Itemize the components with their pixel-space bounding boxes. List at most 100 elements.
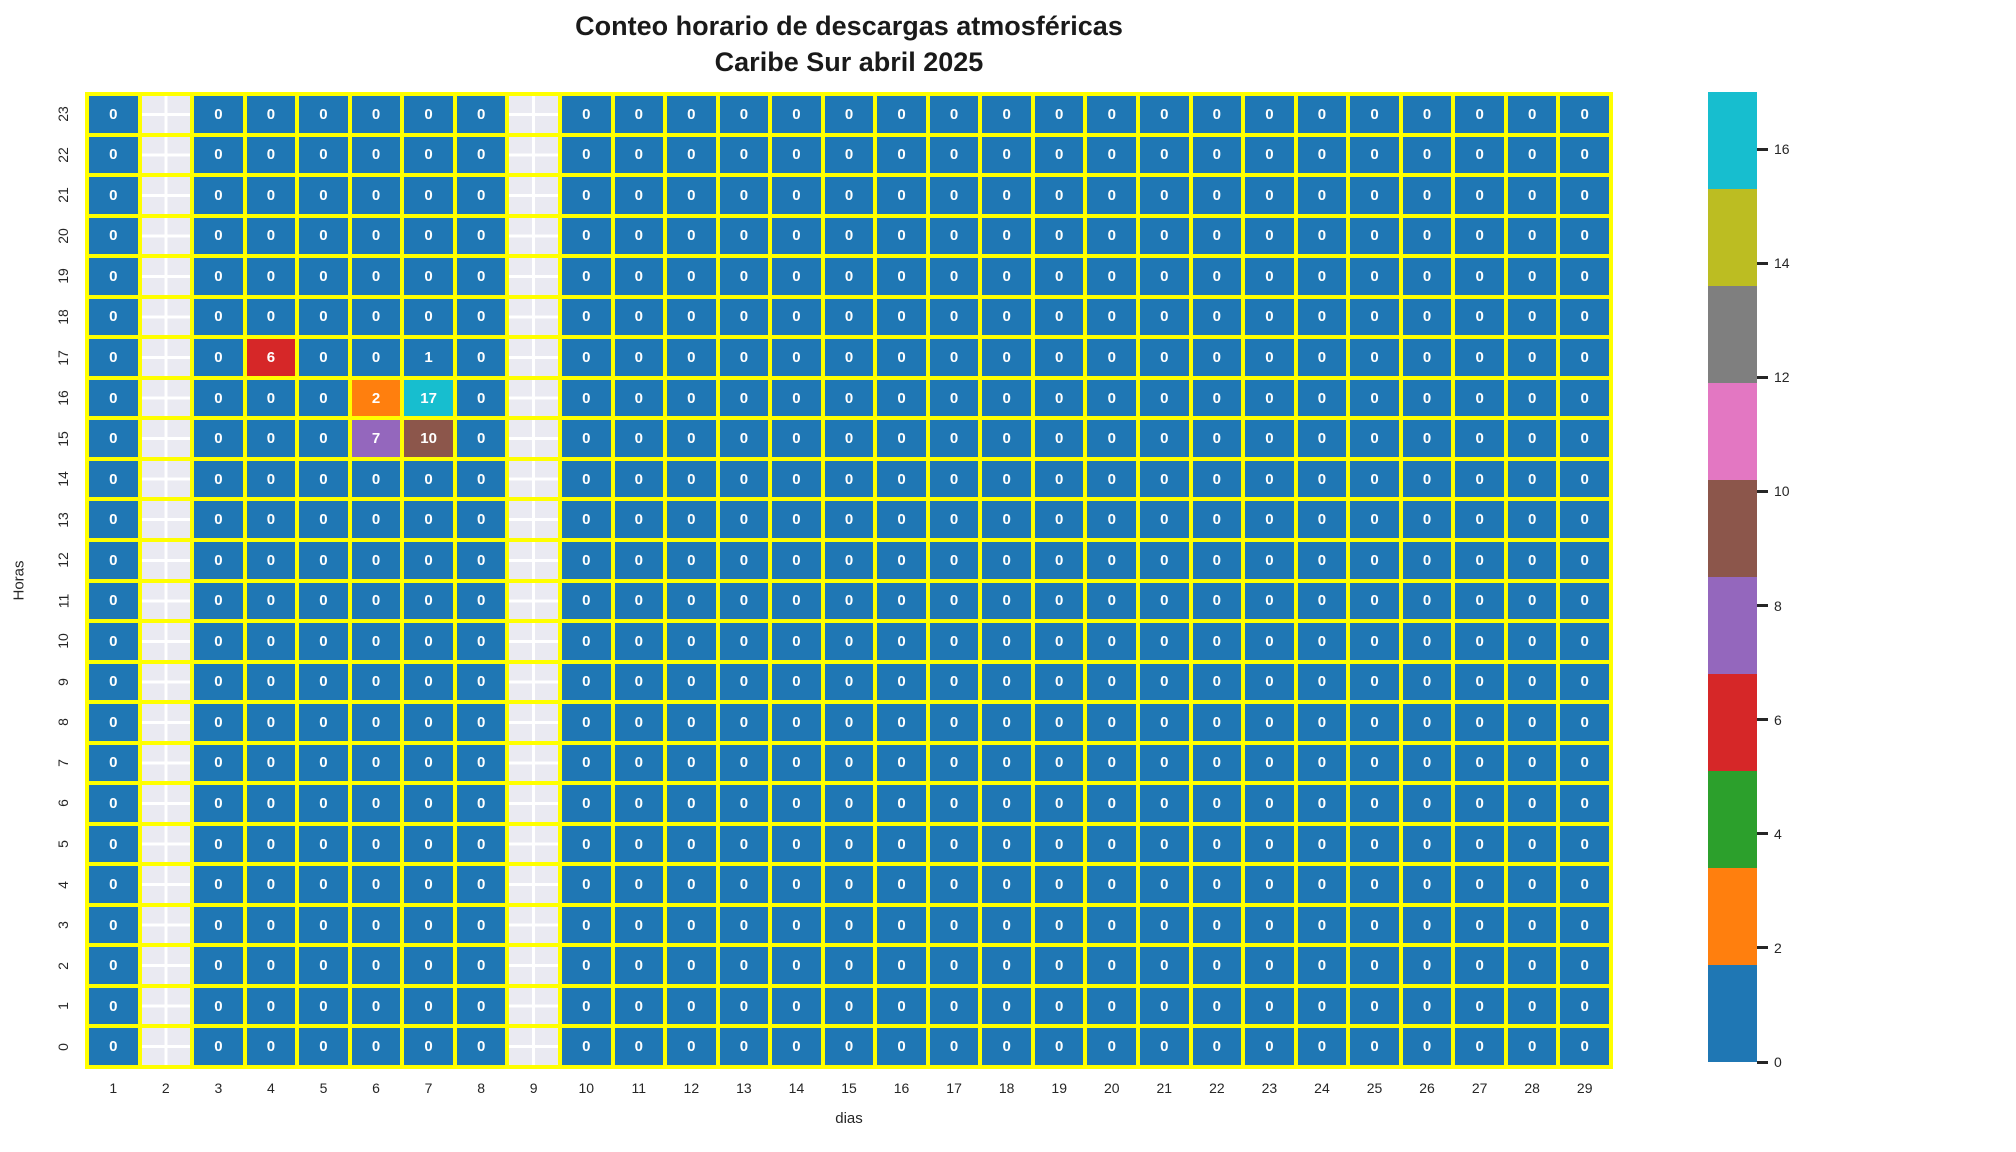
heatmap-cell: 0 bbox=[1034, 541, 1084, 579]
heatmap-cell: 0 bbox=[1507, 541, 1557, 579]
heatmap-cell-missing bbox=[509, 785, 558, 822]
x-tick-label: 17 bbox=[946, 1080, 962, 1096]
heatmap-cell: 0 bbox=[982, 623, 1031, 660]
heatmap-cell: 0 bbox=[1297, 177, 1347, 214]
heatmap-cell: 0 bbox=[456, 825, 506, 863]
heatmap-cell: 0 bbox=[982, 136, 1031, 174]
heatmap-cell: 0 bbox=[1507, 906, 1557, 944]
heatmap-cell: 0 bbox=[1350, 136, 1399, 174]
heatmap-cell: 0 bbox=[1455, 663, 1504, 701]
heatmap-cell: 0 bbox=[246, 866, 296, 903]
heatmap-cell: 0 bbox=[929, 987, 979, 1025]
heatmap-cell: 0 bbox=[1507, 379, 1557, 417]
heatmap-cell: 0 bbox=[351, 785, 401, 822]
heatmap-cell: 0 bbox=[1297, 582, 1347, 620]
heatmap-cell: 0 bbox=[1140, 623, 1189, 660]
heatmap-cell: 0 bbox=[614, 987, 664, 1025]
heatmap-cell: 0 bbox=[1350, 906, 1399, 944]
heatmap-cell: 0 bbox=[89, 866, 138, 903]
colorbar-tick-mark bbox=[1757, 147, 1768, 151]
heatmap-cell: 0 bbox=[89, 704, 138, 741]
heatmap-cell: 0 bbox=[1350, 582, 1399, 620]
heatmap-cell: 0 bbox=[89, 1028, 138, 1065]
heatmap-cell: 0 bbox=[351, 704, 401, 741]
x-tick-label: 1 bbox=[109, 1080, 118, 1096]
heatmap-cell: 0 bbox=[1402, 704, 1452, 741]
heatmap-cell: 0 bbox=[1034, 582, 1084, 620]
heatmap-cell: 0 bbox=[89, 785, 138, 822]
heatmap-cell: 0 bbox=[1245, 177, 1294, 214]
heatmap-cell-missing bbox=[509, 298, 558, 336]
heatmap-cell: 0 bbox=[929, 947, 979, 984]
heatmap-cell: 0 bbox=[246, 96, 296, 133]
heatmap-cell: 0 bbox=[299, 582, 348, 620]
heatmap-cell: 0 bbox=[1560, 663, 1609, 701]
colorbar-segment bbox=[1708, 965, 1757, 1062]
colorbar-segment bbox=[1708, 189, 1757, 286]
heatmap-cell: 0 bbox=[772, 744, 821, 782]
heatmap-cell: 0 bbox=[667, 663, 716, 701]
heatmap-cell: 0 bbox=[194, 623, 243, 660]
heatmap-cell: 0 bbox=[1245, 906, 1294, 944]
heatmap-cell: 0 bbox=[772, 1028, 821, 1065]
heatmap-cell: 0 bbox=[1192, 177, 1242, 214]
heatmap-cell: 0 bbox=[1034, 785, 1084, 822]
heatmap-cell: 0 bbox=[561, 785, 611, 822]
heatmap-cell: 0 bbox=[1140, 460, 1189, 498]
heatmap-cell: 0 bbox=[824, 704, 874, 741]
heatmap-cell: 0 bbox=[929, 704, 979, 741]
heatmap-cell: 0 bbox=[1560, 947, 1609, 984]
heatmap-cell: 0 bbox=[772, 298, 821, 336]
heatmap-cell: 0 bbox=[1245, 420, 1294, 457]
heatmap-cell: 0 bbox=[1192, 744, 1242, 782]
heatmap-cell: 0 bbox=[1245, 785, 1294, 822]
heatmap-cell: 0 bbox=[561, 825, 611, 863]
heatmap-cell-missing bbox=[509, 704, 558, 741]
colorbar-tick-label: 4 bbox=[1774, 825, 1782, 842]
heatmap-cell: 0 bbox=[1455, 217, 1504, 255]
heatmap-cell: 0 bbox=[1087, 623, 1137, 660]
heatmap-cell: 0 bbox=[877, 582, 926, 620]
heatmap-cell-missing bbox=[141, 298, 191, 336]
heatmap-cell: 0 bbox=[1350, 785, 1399, 822]
heatmap-cell: 0 bbox=[614, 136, 664, 174]
heatmap-cell: 0 bbox=[667, 298, 716, 336]
heatmap-cell: 0 bbox=[877, 866, 926, 903]
heatmap-cell: 0 bbox=[1507, 663, 1557, 701]
heatmap-cell: 0 bbox=[824, 420, 874, 457]
x-tick-label: 3 bbox=[214, 1080, 223, 1096]
heatmap-cell: 0 bbox=[772, 379, 821, 417]
heatmap-cell: 0 bbox=[351, 582, 401, 620]
heatmap-cell: 0 bbox=[1192, 96, 1242, 133]
heatmap-cell: 0 bbox=[772, 217, 821, 255]
heatmap-cell: 0 bbox=[1507, 298, 1557, 336]
heatmap-cell: 0 bbox=[194, 663, 243, 701]
heatmap-cell: 0 bbox=[1402, 177, 1452, 214]
heatmap-cell: 0 bbox=[1350, 947, 1399, 984]
colorbar-segment bbox=[1708, 480, 1757, 577]
heatmap-cell: 7 bbox=[351, 420, 401, 457]
y-tick-label: 0 bbox=[54, 1042, 71, 1051]
heatmap-cell-missing bbox=[509, 987, 558, 1025]
heatmap-cell-missing bbox=[509, 460, 558, 498]
heatmap-cell: 0 bbox=[404, 987, 453, 1025]
heatmap-cell: 1 bbox=[404, 339, 453, 376]
heatmap-cell: 0 bbox=[404, 96, 453, 133]
heatmap-cell: 0 bbox=[1034, 177, 1084, 214]
heatmap-cell: 0 bbox=[982, 866, 1031, 903]
heatmap-cell: 0 bbox=[1402, 501, 1452, 538]
heatmap-cell: 0 bbox=[719, 420, 769, 457]
heatmap-cell: 0 bbox=[89, 420, 138, 457]
colorbar-segment bbox=[1708, 674, 1757, 771]
heatmap-cell: 0 bbox=[89, 460, 138, 498]
heatmap-cell: 0 bbox=[1560, 460, 1609, 498]
heatmap-cell: 0 bbox=[719, 217, 769, 255]
x-tick-label: 13 bbox=[736, 1080, 752, 1096]
heatmap-cell: 0 bbox=[194, 258, 243, 295]
heatmap-cell: 0 bbox=[1507, 96, 1557, 133]
y-tick-label: 12 bbox=[54, 552, 71, 569]
heatmap-cell: 0 bbox=[1034, 339, 1084, 376]
heatmap-cell: 0 bbox=[1297, 1028, 1347, 1065]
heatmap-cell: 0 bbox=[1245, 298, 1294, 336]
heatmap-cell: 0 bbox=[89, 987, 138, 1025]
